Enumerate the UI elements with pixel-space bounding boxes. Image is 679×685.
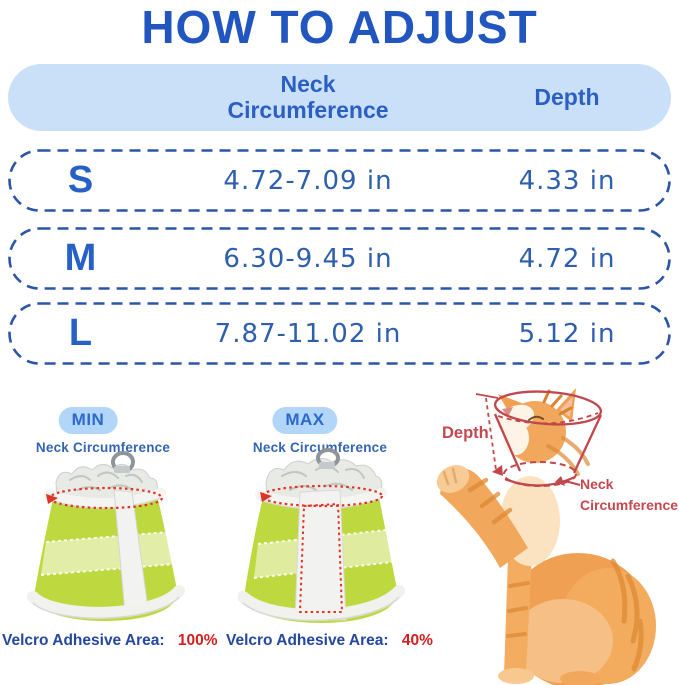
depth-annotation-label: Depth: [442, 424, 489, 442]
cone-collar-max-illustration: [238, 448, 405, 623]
size-label: L: [68, 312, 93, 354]
neck-value: 7.87-11.02 in: [214, 318, 402, 349]
neck-annotation-label: Neck Circumference: [580, 476, 679, 513]
depth-cell: 4.72 in: [463, 244, 671, 274]
depth-arrowhead-icon: [492, 465, 503, 476]
velcro-area-label: Velcro Adhesive Area:: [226, 632, 389, 649]
neck-arrowhead-icon: [555, 476, 565, 486]
red-arrow-icon: [46, 494, 58, 504]
table-row: M 6.30-9.45 in 4.72 in: [8, 227, 671, 290]
cat-measurement-diagram: Depth Neck Circumference: [428, 386, 679, 685]
cat-nose: [502, 407, 513, 417]
neck-cell: 7.87-11.02 in: [153, 319, 463, 349]
table-row: S 4.72-7.09 in 4.33 in: [8, 149, 671, 212]
table-row: L 7.87-11.02 in 5.12 in: [8, 302, 671, 365]
cone-collar-min-illustration: [27, 451, 185, 621]
max-velcro-line: Velcro Adhesive Area: 40%: [226, 632, 433, 650]
red-cone-outline: [475, 390, 603, 487]
red-arrow-icon: [260, 492, 272, 502]
neck-cell: 6.30-9.45 in: [153, 244, 463, 274]
neck-cell: 4.72-7.09 in: [153, 166, 463, 196]
depth-cell: 4.33 in: [463, 166, 671, 196]
header-neck-col: Neck Circumference: [153, 70, 463, 124]
neck-circumference-header: Neck Circumference: [227, 70, 389, 123]
depth-value: 5.12 in: [518, 318, 616, 349]
header-depth-col: Depth: [463, 83, 671, 111]
dashed-row-border: [8, 302, 671, 365]
min-badge: MIN: [58, 407, 118, 434]
depth-dashed-line: [485, 397, 497, 471]
min-velcro-line: Velcro Adhesive Area: 100%: [2, 632, 218, 650]
size-cell: L: [8, 312, 153, 355]
depth-header: Depth: [534, 83, 600, 110]
cat-eye: [528, 415, 544, 421]
size-label: M: [64, 237, 97, 279]
min-circumference-dotted-ellipse: [48, 486, 164, 510]
velcro-area-value: 40%: [401, 632, 433, 649]
neck-value: 6.30-9.45 in: [223, 243, 393, 274]
depth-cell: 5.12 in: [463, 319, 671, 349]
page-title: HOW TO ADJUST: [141, 1, 538, 53]
min-neck-circumference-label: Neck Circumference: [35, 440, 171, 455]
max-circumference-dotted-ellipse: [260, 484, 384, 508]
velcro-area-value: 100%: [177, 632, 218, 649]
dashed-row-border: [8, 227, 671, 290]
neck-value: 4.72-7.09 in: [223, 165, 393, 196]
size-table-header: Neck Circumference Depth: [8, 64, 671, 131]
depth-value: 4.33 in: [518, 165, 616, 196]
size-cell: S: [8, 159, 153, 202]
velcro-area-label: Velcro Adhesive Area:: [2, 632, 165, 649]
max-neck-circumference-label: Neck Circumference: [252, 440, 388, 455]
max-badge: MAX: [272, 407, 338, 434]
size-cell: M: [8, 237, 153, 280]
cat-illustration: [436, 388, 656, 685]
depth-value: 4.72 in: [518, 243, 616, 274]
dashed-row-border: [8, 149, 671, 212]
size-label: S: [67, 159, 94, 201]
